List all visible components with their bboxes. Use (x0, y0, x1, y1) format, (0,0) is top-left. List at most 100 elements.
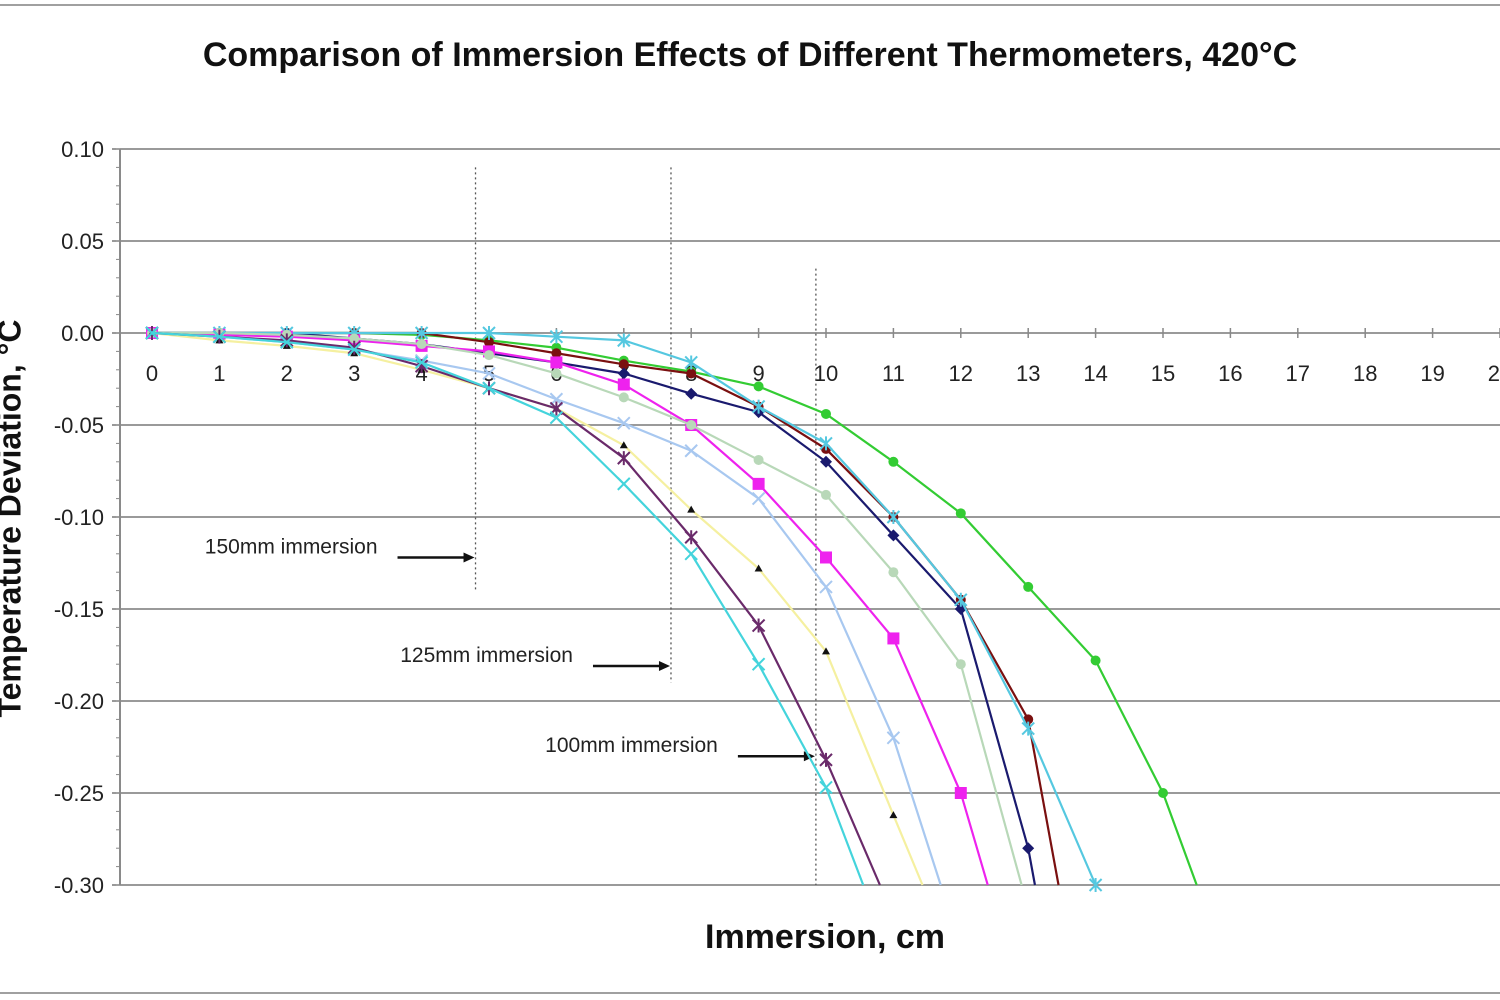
x-tick-label: 15 (1151, 361, 1175, 386)
data-point (684, 530, 698, 545)
data-point (414, 326, 429, 340)
bottom-border (0, 992, 1500, 994)
data-point (888, 567, 899, 578)
data-point (686, 420, 697, 430)
data-point (822, 647, 830, 655)
annotation-label: 125mm immersion (400, 644, 573, 667)
data-point (484, 350, 494, 361)
annotation-arrowhead (463, 552, 475, 563)
data-point (551, 348, 562, 359)
data-point (751, 399, 766, 414)
data-point (416, 339, 427, 350)
series-group (145, 326, 1198, 892)
data-point (751, 491, 766, 506)
data-point (751, 657, 766, 671)
data-point (819, 752, 833, 767)
data-point (482, 366, 496, 381)
data-point (888, 456, 899, 467)
data-point (618, 359, 629, 370)
data-point (819, 780, 833, 795)
x-tick-label: 3 (348, 361, 360, 386)
data-point (482, 381, 496, 395)
x-tick-label: 12 (949, 361, 973, 386)
x-tick-label: 0 (146, 361, 158, 386)
y-tick-label: -0.20 (54, 689, 104, 714)
data-point (686, 368, 697, 379)
data-point (754, 564, 763, 572)
data-point (1023, 581, 1034, 592)
y-tick-label: -0.25 (54, 781, 104, 806)
data-point (889, 811, 898, 819)
annotation-label: 150mm immersion (205, 535, 378, 558)
data-point (617, 416, 631, 430)
data-point (484, 337, 494, 348)
data-point (819, 436, 833, 451)
data-point (551, 368, 562, 379)
x-tick-label: 11 (882, 361, 905, 386)
data-point (347, 342, 361, 357)
y-tick-label: 0.05 (61, 229, 104, 254)
data-point (687, 505, 696, 513)
y-tick-label: -0.05 (54, 413, 104, 438)
data-point (617, 378, 630, 391)
y-tick-label: -0.10 (54, 505, 104, 530)
data-point (684, 444, 698, 458)
top-border (0, 4, 1500, 6)
x-tick-label: 14 (1083, 361, 1107, 386)
data-point (280, 335, 294, 349)
x-tick-label: 10 (814, 361, 838, 386)
x-tick-label: 16 (1218, 361, 1242, 386)
x-tick-label: 17 (1286, 361, 1310, 386)
data-point (549, 410, 564, 425)
data-point (684, 547, 698, 561)
data-point (887, 632, 900, 645)
series-line-6 (152, 331, 1023, 886)
data-point (821, 489, 831, 500)
x-tick-label: 19 (1420, 361, 1444, 386)
data-point (618, 392, 629, 403)
series-line-5 (151, 331, 989, 886)
data-point (1088, 878, 1103, 892)
data-point (821, 408, 831, 419)
x-tick-label: 13 (1016, 361, 1040, 386)
data-point (549, 329, 564, 344)
y-tick-label: -0.15 (54, 597, 104, 622)
data-point (145, 326, 159, 340)
y-tick-label: 0.00 (61, 321, 104, 346)
x-tick-label: 20 (1488, 361, 1500, 386)
data-point (820, 551, 832, 564)
series-line-10 (151, 331, 865, 886)
data-point (280, 333, 294, 348)
data-point (752, 477, 765, 490)
data-point (684, 355, 698, 370)
data-point (685, 387, 698, 400)
data-point (349, 333, 360, 344)
data-point (753, 454, 764, 465)
data-point (753, 381, 764, 392)
data-point (954, 592, 968, 607)
data-point (887, 529, 900, 542)
data-point (482, 326, 496, 340)
x-axis-label: Immersion, cm (705, 918, 945, 956)
annotation-label: 100mm immersion (545, 734, 718, 757)
data-point (617, 451, 631, 466)
y-tick-label: -0.30 (54, 873, 104, 898)
x-tick-label: 18 (1353, 361, 1377, 386)
data-point (550, 356, 563, 369)
data-point (617, 477, 631, 491)
data-point (886, 731, 901, 745)
data-point (212, 329, 227, 344)
data-point (1090, 655, 1101, 666)
x-tick-label: 9 (752, 361, 764, 386)
series-line-9 (151, 331, 881, 886)
data-point (414, 355, 429, 370)
data-point (1022, 842, 1035, 855)
annotation-arrowhead (658, 661, 670, 672)
data-point (955, 659, 966, 670)
data-point (619, 441, 628, 449)
data-point (617, 333, 631, 348)
x-tick-label: 2 (281, 361, 293, 386)
x-tick-label: 1 (213, 361, 225, 386)
chart-title: Comparison of Immersion Effects of Diffe… (202, 36, 1298, 74)
